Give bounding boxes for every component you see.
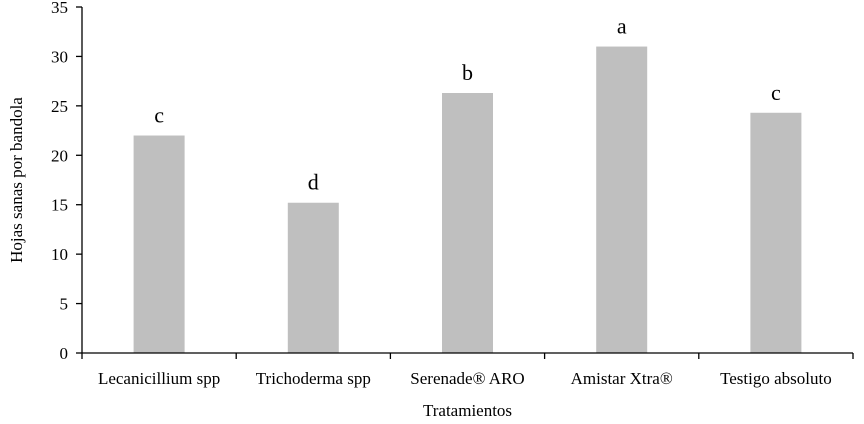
y-tick-label: 10	[51, 245, 68, 264]
y-tick-label: 25	[51, 97, 68, 116]
bar-label: b	[462, 60, 473, 85]
bar-label: c	[771, 80, 781, 105]
bar	[442, 93, 493, 354]
x-axis-title: Tratamientos	[423, 401, 512, 420]
bar-label: c	[154, 103, 164, 128]
x-axis-ticks: Lecanicillium spp Trichoderma spp Serenade…	[81, 353, 854, 388]
bar	[596, 46, 648, 354]
x-category-label: Lecanicillium spp	[98, 369, 220, 388]
y-tick-label: 15	[51, 196, 68, 215]
bar	[287, 202, 339, 353]
bar-label: d	[308, 170, 319, 195]
y-tick-label: 30	[51, 47, 68, 66]
bar-significance-labels: c d b a c	[154, 14, 781, 195]
bar	[750, 112, 802, 353]
bar-label: a	[617, 14, 627, 39]
x-category-label: Amistar Xtra®	[571, 369, 673, 388]
x-category-label: Trichoderma spp	[256, 369, 371, 388]
y-tick-label: 20	[51, 146, 68, 165]
x-category-label: Serenade® ARO	[410, 369, 524, 388]
y-tick-label: 5	[60, 295, 69, 314]
y-tick-label: 35	[51, 0, 68, 17]
bars	[133, 46, 802, 354]
y-axis-ticks: 0 5 10 15 20 25 30 35	[51, 0, 82, 363]
y-axis-title: Hojas sanas por bandola	[7, 97, 26, 263]
x-category-label: Testigo absoluto	[720, 369, 832, 388]
y-tick-label: 0	[60, 344, 69, 363]
bar	[133, 135, 185, 353]
